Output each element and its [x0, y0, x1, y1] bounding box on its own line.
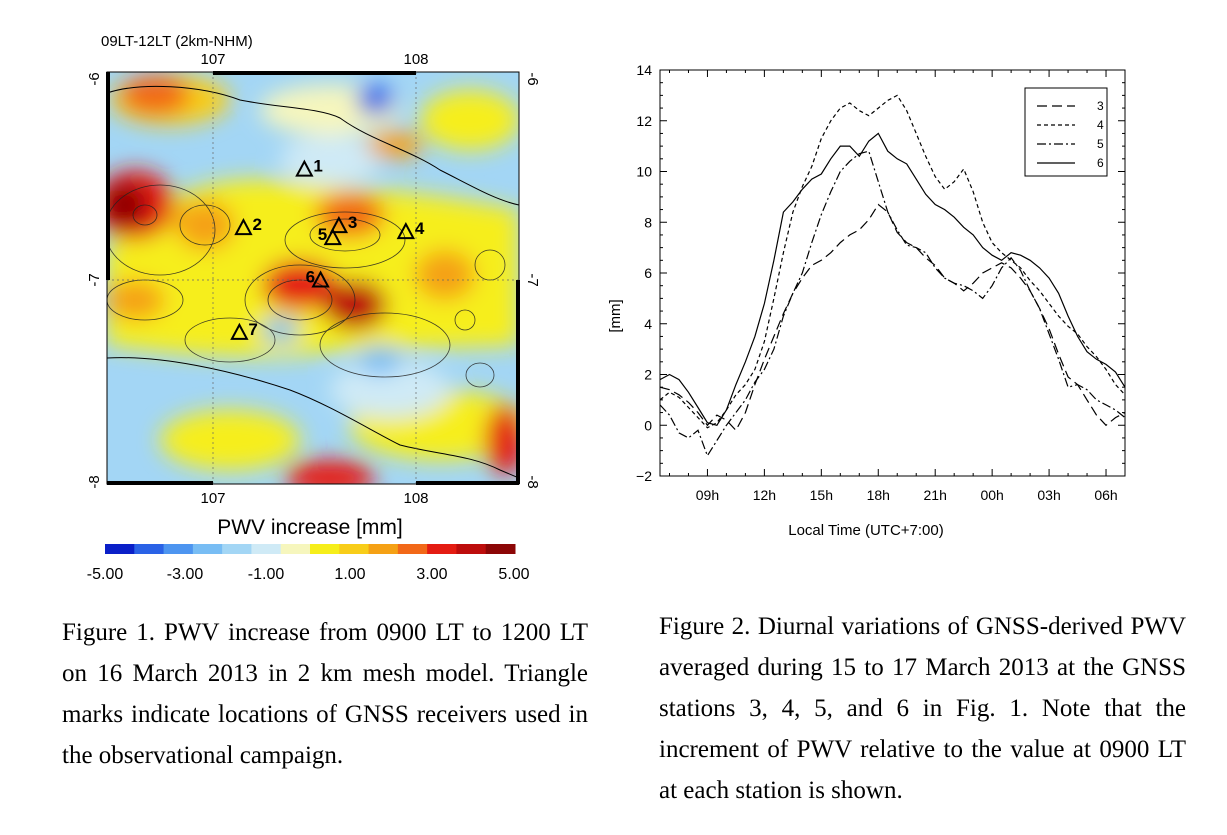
legend-label-6: 6 — [1097, 156, 1104, 170]
station-label-3: 3 — [348, 213, 357, 232]
series-line-5 — [659, 150, 1126, 458]
x-tick-label: 12h — [753, 487, 776, 503]
series-line-4 — [659, 94, 1126, 429]
station-label-1: 1 — [313, 157, 322, 176]
colorbar-tick-label: 1.00 — [334, 566, 365, 583]
colorbar-swatch — [251, 544, 282, 554]
x-tick-label: 06h — [1094, 487, 1117, 503]
map-title: 09LT-12LT (2km-NHM) — [101, 33, 253, 50]
x-tick-label: 09h — [696, 487, 719, 503]
lat-tick-right-8: -8 — [524, 475, 541, 488]
y-tick-label: 10 — [636, 164, 652, 180]
station-marker-3 — [329, 215, 349, 234]
lon-tick-bottom-108: 108 — [403, 490, 428, 507]
x-axis-label: Local Time (UTC+7:00) — [788, 522, 943, 539]
station-label-4: 4 — [415, 219, 425, 238]
x-tick-label: 18h — [867, 487, 890, 503]
station-marker-2 — [234, 217, 253, 236]
lat-tick-right-6: -6 — [524, 72, 541, 85]
station-label-7: 7 — [248, 320, 257, 339]
station-marker-1 — [295, 159, 314, 177]
colorbar-swatch — [222, 544, 252, 554]
station-marker-6 — [311, 270, 330, 288]
colorbar-swatch — [134, 544, 165, 554]
figure2-caption: Figure 2. Diurnal variations of GNSS-der… — [659, 613, 1186, 804]
station-marker-4 — [396, 222, 416, 240]
colorbar-label: PWV increase [mm] — [217, 516, 403, 539]
colorbar-swatch — [105, 544, 135, 554]
colorbar-tick-label: 5.00 — [498, 566, 529, 583]
y-tick-label: 6 — [644, 265, 652, 281]
chart-plot-area: −2 0 2 4 6 8 10 12 14 09h 12h 15h 18h 21h 00h 03h 06h 3 4 5… — [636, 62, 1126, 503]
y-tick-label: 4 — [644, 316, 652, 332]
colorbar-swatch — [339, 544, 370, 554]
y-axis-label: [mm] — [607, 299, 624, 332]
series-line-3 — [659, 203, 1126, 432]
colorbar-tick-label: 3.00 — [416, 566, 447, 583]
x-tick-label: 03h — [1037, 487, 1060, 503]
colorbar-swatch — [456, 544, 487, 554]
y-tick-label: −2 — [636, 468, 652, 484]
colorbar-ticks: -5.00 -3.00 -1.00 1.00 3.00 5.00 — [87, 566, 530, 583]
figure1-caption: Figure 1. PWV increase from 0900 LT to 1… — [62, 619, 588, 769]
y-tick-label: 0 — [644, 417, 652, 433]
lat-tick-left-8: -8 — [86, 475, 103, 488]
colorbar-swatch — [280, 544, 311, 554]
pwv-map-figure: 09LT-12LT (2km-NHM) — [86, 33, 541, 583]
legend-box — [1024, 87, 1108, 177]
station-label-6: 6 — [306, 268, 315, 287]
station-label-2: 2 — [252, 215, 261, 234]
station-marker-5 — [323, 228, 342, 246]
colorbar-swatch — [192, 544, 223, 554]
lon-tick-top-107: 107 — [200, 51, 225, 68]
y-tick-label: 2 — [644, 367, 652, 383]
colorbar-swatch — [163, 544, 194, 554]
station-label-5: 5 — [318, 225, 327, 244]
lat-tick-left-7: -7 — [86, 273, 103, 286]
lat-tick-left-6: -6 — [86, 72, 103, 85]
colorbar-swatch — [397, 544, 428, 554]
x-tick-label: 00h — [980, 487, 1003, 503]
colorbar-tick-label: -1.00 — [248, 566, 285, 583]
colorbar — [105, 544, 516, 554]
series-line-6 — [659, 132, 1126, 426]
colorbar-tick-label: -3.00 — [167, 566, 204, 583]
lon-tick-top-108: 108 — [403, 51, 428, 68]
legend-label-3: 3 — [1097, 99, 1104, 113]
colorbar-swatch — [368, 544, 399, 554]
y-tick-label: 8 — [644, 214, 652, 230]
x-tick-label: 15h — [810, 487, 833, 503]
colorbar-swatch — [485, 544, 516, 554]
colorbar-tick-label: -5.00 — [87, 566, 124, 583]
colorbar-swatch — [427, 544, 457, 554]
y-tick-label: 12 — [636, 113, 652, 129]
y-tick-label: 14 — [636, 62, 652, 78]
pwv-diurnal-chart: −2 0 2 4 6 8 10 12 14 09h 12h 15h 18h 21h 00h 03h 06h 3 4 5… — [607, 62, 1126, 539]
lat-tick-right-7: -7 — [524, 273, 541, 286]
legend-label-5: 5 — [1097, 137, 1104, 151]
colorbar-swatch — [310, 544, 340, 554]
lon-tick-bottom-107: 107 — [200, 490, 225, 507]
x-tick-label: 21h — [924, 487, 947, 503]
legend-label-4: 4 — [1097, 118, 1104, 132]
gnss-stations: 1 2 3 4 5 6 7 — [230, 157, 425, 340]
station-marker-7 — [230, 322, 249, 340]
